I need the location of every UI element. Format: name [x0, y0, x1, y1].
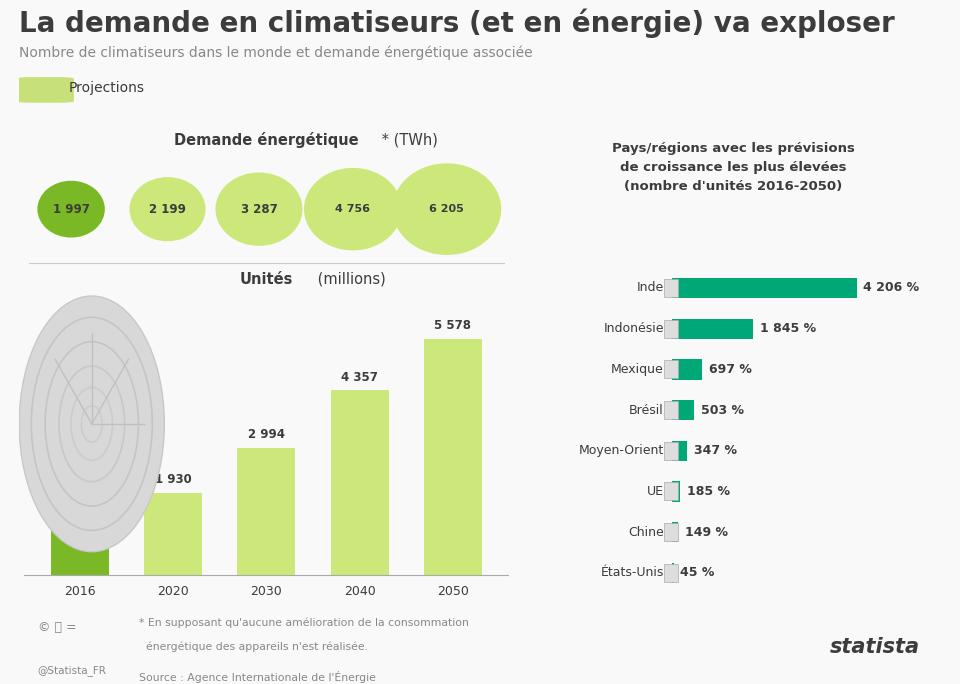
- Text: * En supposant qu'aucune amélioration de la consommation: * En supposant qu'aucune amélioration de…: [139, 618, 468, 628]
- Text: Pays/régions avec les prévisions
de croissance les plus élevées
(nombre d'unités: Pays/régions avec les prévisions de croi…: [612, 142, 854, 192]
- Text: Moyen-Orient: Moyen-Orient: [579, 444, 664, 457]
- Bar: [672, 319, 753, 339]
- FancyBboxPatch shape: [16, 77, 74, 103]
- Ellipse shape: [393, 163, 501, 255]
- Text: UE: UE: [647, 485, 664, 498]
- Ellipse shape: [215, 172, 302, 246]
- Text: Source : Agence Internationale de l'Énergie: Source : Agence Internationale de l'Éner…: [139, 671, 376, 683]
- Ellipse shape: [130, 177, 205, 241]
- Text: 2016: 2016: [64, 585, 96, 598]
- Bar: [672, 278, 856, 298]
- Bar: [672, 400, 694, 420]
- Text: statista: statista: [830, 637, 921, 657]
- Bar: [672, 563, 674, 583]
- Text: * (TWh): * (TWh): [377, 132, 438, 147]
- Text: Demande énergétique: Demande énergétique: [174, 132, 359, 148]
- Text: 4 357: 4 357: [341, 371, 378, 384]
- Bar: [664, 319, 678, 338]
- Bar: [664, 482, 678, 501]
- Text: 5 578: 5 578: [434, 319, 471, 332]
- Ellipse shape: [37, 181, 105, 237]
- Text: Chine: Chine: [628, 525, 664, 538]
- Text: 2 994: 2 994: [248, 428, 285, 441]
- Text: 2020: 2020: [157, 585, 189, 598]
- Text: © ⓘ =: © ⓘ =: [37, 621, 76, 634]
- Text: 4 756: 4 756: [335, 204, 371, 214]
- Bar: [672, 359, 703, 380]
- Text: 185 %: 185 %: [686, 485, 730, 498]
- Bar: [51, 506, 108, 575]
- Bar: [664, 401, 678, 419]
- Circle shape: [19, 296, 164, 552]
- Text: 503 %: 503 %: [701, 404, 743, 417]
- Text: 1 845 %: 1 845 %: [759, 322, 816, 335]
- Text: Projections: Projections: [68, 81, 144, 95]
- Bar: [664, 279, 678, 297]
- Text: 6 205: 6 205: [429, 204, 465, 214]
- Bar: [664, 523, 678, 541]
- Text: Indonésie: Indonésie: [604, 322, 664, 335]
- Text: 347 %: 347 %: [694, 444, 736, 457]
- Ellipse shape: [304, 168, 402, 250]
- Text: 2040: 2040: [344, 585, 375, 598]
- Bar: [331, 391, 389, 575]
- Bar: [144, 493, 202, 575]
- Text: 2030: 2030: [251, 585, 282, 598]
- Bar: [664, 360, 678, 378]
- Text: Brésil: Brésil: [629, 404, 664, 417]
- Text: 1 622: 1 622: [61, 486, 98, 499]
- Text: 1 930: 1 930: [155, 473, 192, 486]
- Text: Nombre de climatiseurs dans le monde et demande énergétique associée: Nombre de climatiseurs dans le monde et …: [19, 46, 533, 60]
- Text: 45 %: 45 %: [681, 566, 715, 579]
- Text: @Statista_FR: @Statista_FR: [37, 666, 107, 676]
- Bar: [664, 564, 678, 581]
- Bar: [664, 442, 678, 460]
- Text: (millions): (millions): [313, 272, 386, 287]
- Text: Mexique: Mexique: [612, 363, 664, 376]
- Text: 1 997: 1 997: [53, 202, 89, 215]
- Text: 2050: 2050: [437, 585, 468, 598]
- Text: 4 206 %: 4 206 %: [863, 282, 920, 295]
- Text: Inde: Inde: [636, 282, 664, 295]
- Bar: [672, 522, 679, 542]
- Bar: [424, 339, 482, 575]
- Text: La demande en climatiseurs (et en énergie) va exploser: La demande en climatiseurs (et en énergi…: [19, 8, 895, 38]
- Bar: [672, 482, 680, 501]
- Text: États-Unis: États-Unis: [601, 566, 664, 579]
- Text: énergétique des appareils n'est réalisée.: énergétique des appareils n'est réalisée…: [139, 641, 368, 652]
- Bar: [672, 440, 687, 461]
- Bar: [237, 448, 296, 575]
- Text: Unités: Unités: [240, 272, 293, 287]
- Text: 3 287: 3 287: [241, 202, 277, 215]
- Text: 2 199: 2 199: [149, 202, 186, 215]
- Text: 149 %: 149 %: [684, 525, 728, 538]
- Text: 697 %: 697 %: [709, 363, 752, 376]
